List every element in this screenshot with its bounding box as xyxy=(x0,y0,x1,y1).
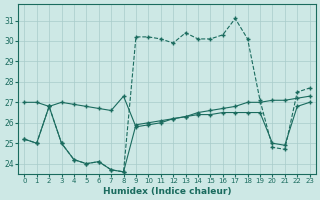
X-axis label: Humidex (Indice chaleur): Humidex (Indice chaleur) xyxy=(103,187,231,196)
